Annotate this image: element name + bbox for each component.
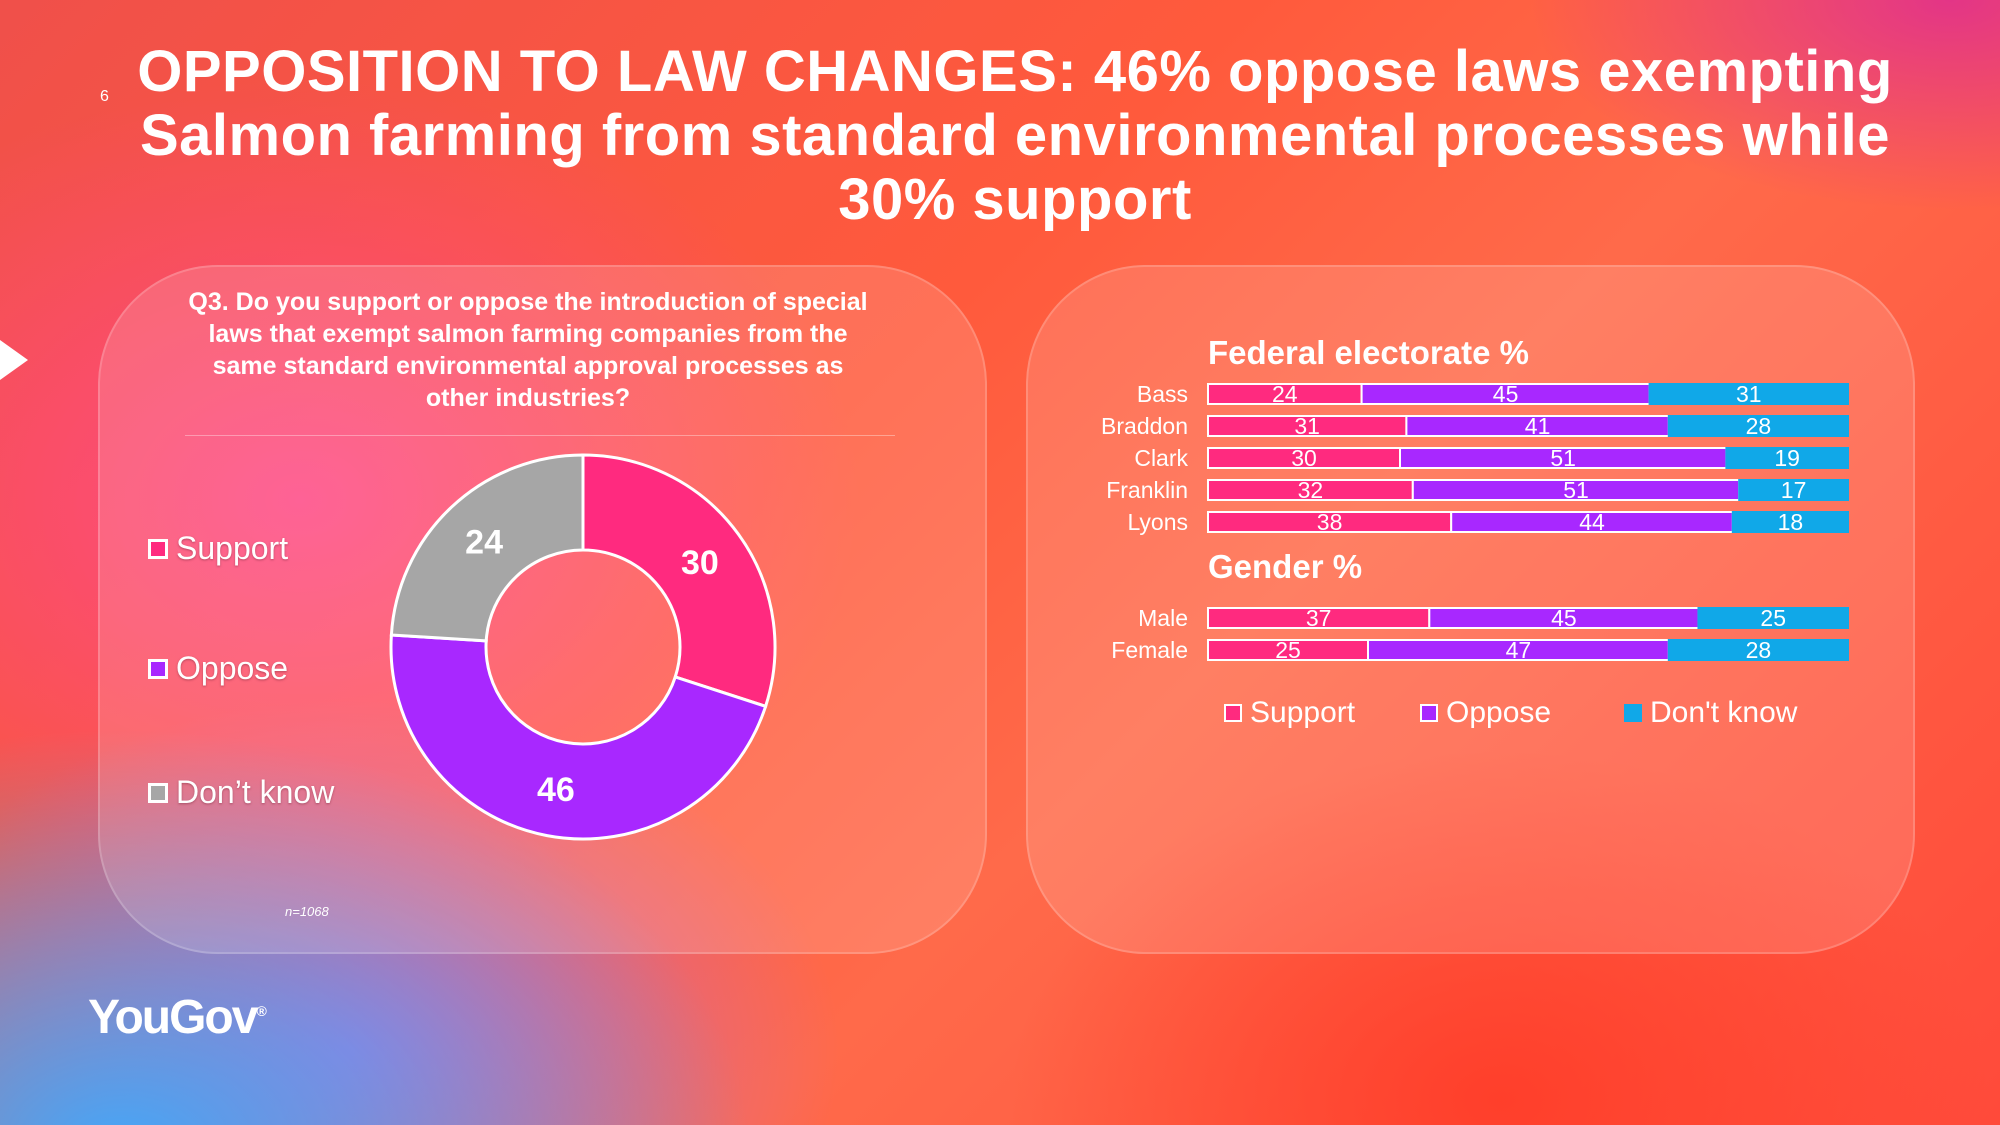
donut-slice-support bbox=[581, 453, 777, 709]
bar-legend-label: Don't know bbox=[1650, 696, 1798, 729]
bar-category-label: Bass bbox=[1137, 381, 1188, 407]
bar-data-label: 28 bbox=[1746, 413, 1772, 439]
bar-data-label: 24 bbox=[1272, 381, 1298, 407]
slide-title: OPPOSITION TO LAW CHANGES: 46% oppose la… bbox=[137, 39, 1893, 232]
dont-know-swatch-icon bbox=[1624, 704, 1642, 722]
bar-segment-don-t-know bbox=[1697, 607, 1849, 629]
bar-data-label: 37 bbox=[1306, 605, 1332, 631]
oppose-swatch-icon bbox=[1420, 704, 1438, 722]
donut-panel bbox=[98, 265, 987, 954]
stacked-bar-chart: Bass 24 45 31 Braddon 31 41 28 Clark 30 51 19 Frankl… bbox=[1101, 381, 1850, 663]
sample-size-note: n=1068 bbox=[285, 904, 329, 919]
donut-slice-don-t-know bbox=[389, 453, 585, 643]
donut-legend-label: Oppose bbox=[176, 650, 289, 686]
donut-legend-label: Don’t know bbox=[176, 774, 335, 810]
bar-data-label: 31 bbox=[1294, 413, 1320, 439]
bar-data-label: 32 bbox=[1298, 477, 1324, 503]
donut-chart: 30 46 24 bbox=[389, 453, 777, 841]
bar-segment-don-t-know bbox=[1731, 511, 1849, 533]
next-arrow-icon[interactable] bbox=[0, 340, 28, 380]
bar-category-label: Clark bbox=[1134, 445, 1188, 471]
question-divider bbox=[185, 435, 895, 436]
bar-data-label: 45 bbox=[1493, 381, 1519, 407]
donut-data-label: 24 bbox=[465, 524, 503, 562]
bar-data-label: 45 bbox=[1551, 605, 1577, 631]
support-swatch-icon bbox=[148, 538, 168, 559]
bar-legend-support: Support bbox=[1224, 696, 1355, 730]
bar-data-label: 51 bbox=[1563, 477, 1589, 503]
donut-legend-label: Support bbox=[176, 530, 289, 566]
bar-legend-oppose: Oppose bbox=[1420, 696, 1551, 730]
bar-data-label: 25 bbox=[1760, 605, 1786, 631]
donut-legend-oppose: Oppose bbox=[148, 650, 288, 687]
bar-data-label: 25 bbox=[1275, 637, 1301, 663]
bar-segment-don-t-know bbox=[1667, 639, 1849, 661]
bar-data-label: 17 bbox=[1781, 477, 1807, 503]
bar-segment-don-t-know bbox=[1648, 383, 1849, 405]
bar-segment-don-t-know bbox=[1725, 447, 1850, 469]
bar-segment-don-t-know bbox=[1667, 415, 1849, 437]
bar-data-label: 30 bbox=[1291, 445, 1317, 471]
bar-segment-don-t-know bbox=[1738, 479, 1850, 501]
bar-data-label: 19 bbox=[1774, 445, 1800, 471]
gender-section-title: Gender % bbox=[1208, 548, 1363, 585]
dont-know-swatch-icon bbox=[148, 782, 168, 803]
bar-legend-label: Support bbox=[1250, 696, 1356, 729]
bar-data-label: 51 bbox=[1550, 445, 1576, 471]
registered-mark-icon: ® bbox=[256, 1003, 267, 1019]
slide-number: 6 bbox=[100, 88, 109, 105]
bar-data-label: 18 bbox=[1778, 509, 1804, 535]
oppose-swatch-icon bbox=[148, 658, 168, 679]
bar-category-label: Lyons bbox=[1127, 509, 1188, 535]
bar-data-label: 28 bbox=[1746, 637, 1772, 663]
donut-legend-dont-know: Don’t know bbox=[148, 774, 334, 811]
donut-data-label: 46 bbox=[537, 771, 575, 809]
bar-legend-label: Oppose bbox=[1446, 696, 1552, 729]
support-swatch-icon bbox=[1224, 704, 1242, 722]
bar-category-label: Franklin bbox=[1106, 477, 1188, 503]
bar-category-label: Braddon bbox=[1101, 413, 1188, 439]
question-text: Q3. Do you support or oppose the introdu… bbox=[188, 288, 868, 412]
bar-data-label: 41 bbox=[1525, 413, 1551, 439]
donut-legend-support: Support bbox=[148, 530, 288, 567]
bar-data-label: 31 bbox=[1736, 381, 1762, 407]
donut-data-label: 30 bbox=[681, 544, 719, 582]
donut-slice-oppose bbox=[389, 633, 768, 841]
bar-category-label: Male bbox=[1138, 605, 1188, 631]
bar-data-label: 47 bbox=[1506, 637, 1532, 663]
electorate-section-title: Federal electorate % bbox=[1208, 334, 1529, 371]
yougov-logo: YouGov® bbox=[88, 990, 267, 1045]
bar-data-label: 44 bbox=[1579, 509, 1605, 535]
logo-text: YouGov bbox=[88, 991, 258, 1044]
bar-legend-dont-know: Don't know bbox=[1624, 696, 1797, 730]
bar-category-label: Female bbox=[1111, 637, 1188, 663]
bar-data-label: 38 bbox=[1317, 509, 1343, 535]
